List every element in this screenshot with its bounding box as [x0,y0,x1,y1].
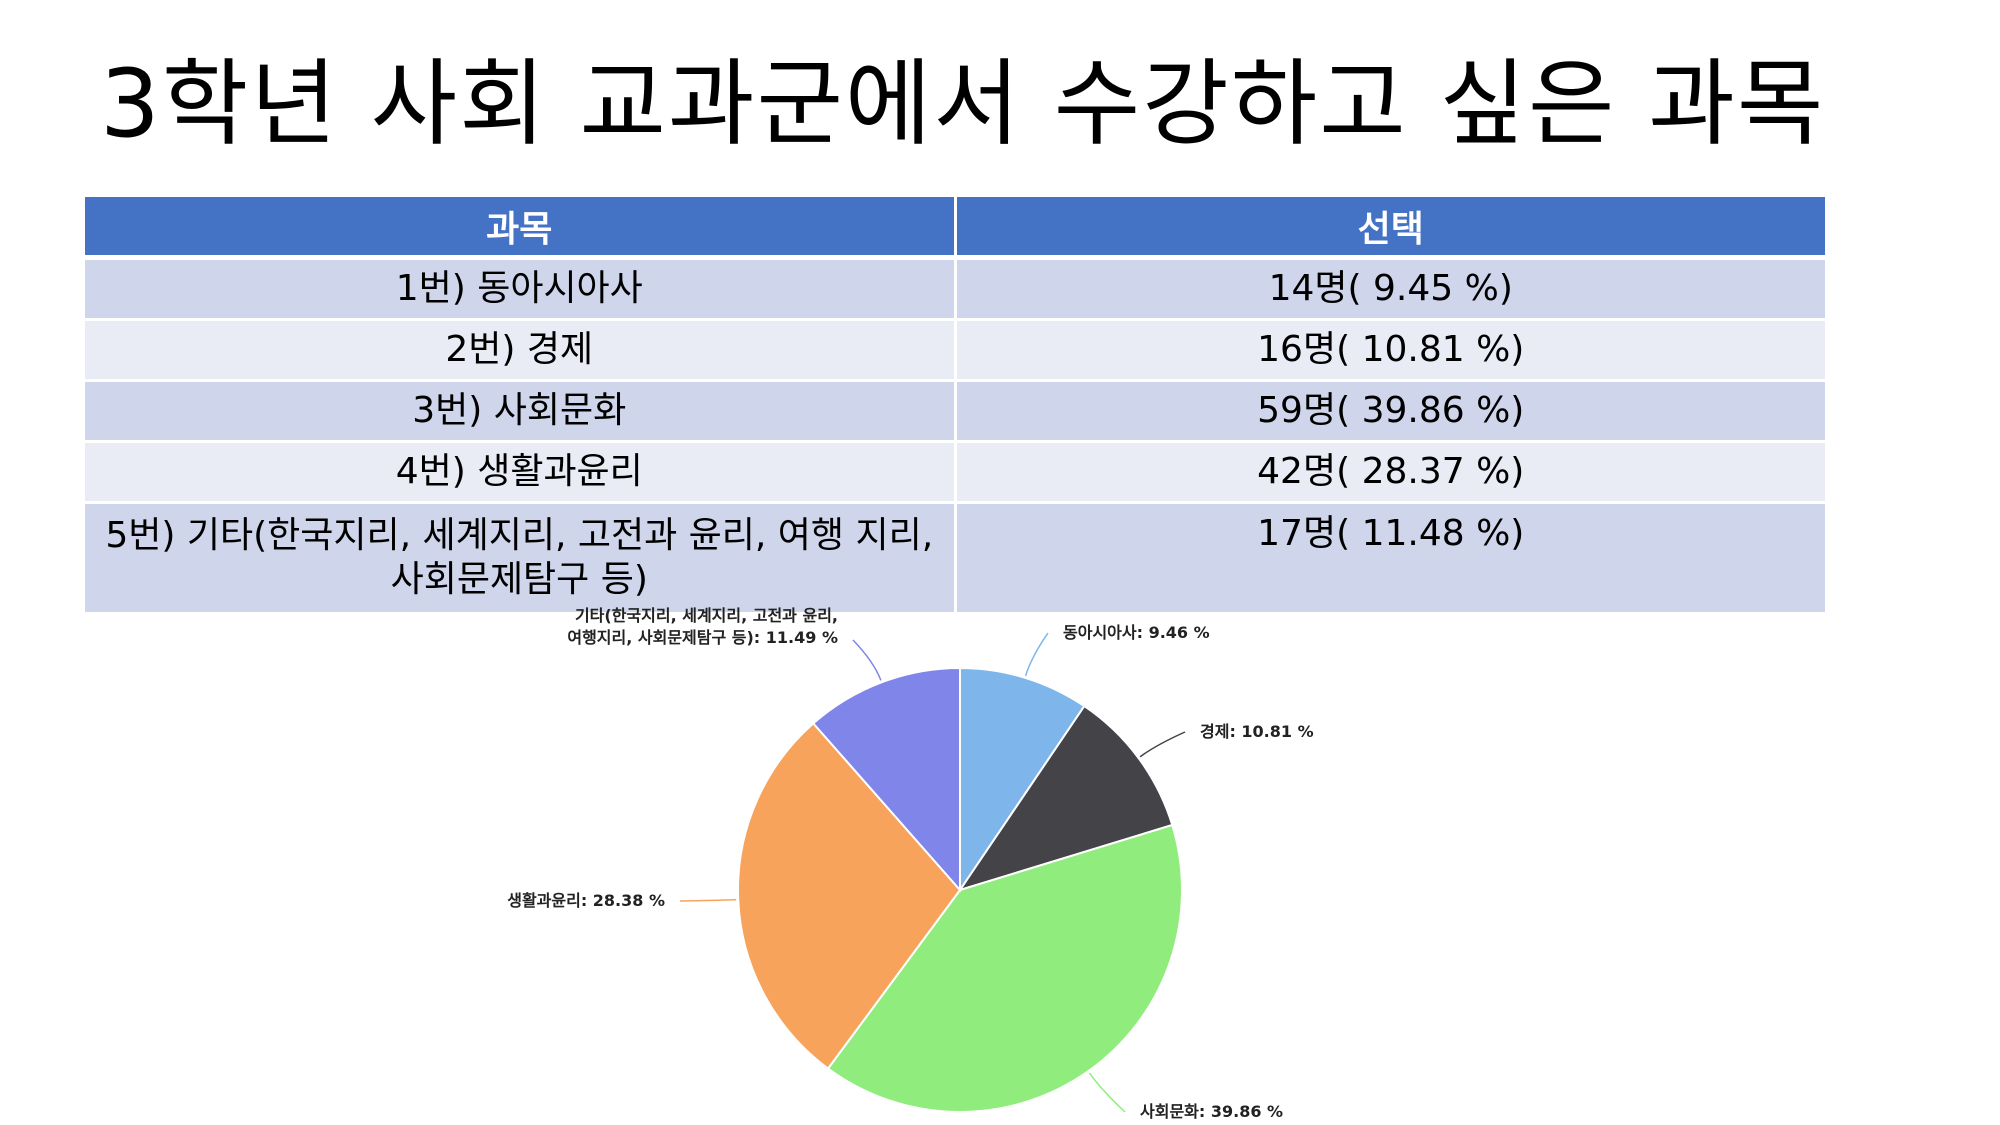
pie-slice [811,666,961,893]
header-choice: 선택 [955,197,1825,260]
pie-data-label: 사회문화: 39.86 % [1140,1102,1283,1121]
table-row: 1번) 동아시아사 14명( 9.45 %) [85,257,1825,321]
pie-slice [737,721,962,1070]
pie-connector-line [679,898,737,902]
choice-cell: 42명( 28.37 %) [955,441,1825,504]
table-row: 2번) 경제 16명( 10.81 %) [85,319,1825,382]
choice-cell: 16명( 10.81 %) [955,319,1825,382]
header-subject: 과목 [85,197,957,260]
table-row: 3번) 사회문화 59명( 39.86 %) [85,380,1825,443]
table-row: 5번) 기타(한국지리, 세계지리, 고전과 윤리, 여행 지리, 사회문제탐구… [85,502,1825,615]
subject-cell: 3번) 사회문화 [85,380,957,443]
subject-cell: 5번) 기타(한국지리, 세계지리, 고전과 윤리, 여행 지리, 사회문제탐구… [85,502,957,615]
pie-data-label: 경제: 10.81 % [1200,722,1314,741]
subject-cell: 2번) 경제 [85,319,957,382]
pie-connector-line [852,639,882,681]
pie-data-label: 생활과윤리: 28.38 % [507,891,665,910]
slide-title: 3학년 사회 교과군에서 수강하고 싶은 과목 [100,50,1826,159]
table-row: 4번) 생활과윤리 42명( 28.37 %) [85,441,1825,504]
choice-cell: 59명( 39.86 %) [955,380,1825,443]
pie-connector-line [1088,1072,1126,1113]
data-table: 과목 선택 1번) 동아시아사 14명( 9.45 %) 2번) 경제 16명(… [85,197,1825,615]
table-header-row: 과목 선택 [85,197,1825,260]
choice-cell: 17명( 11.48 %) [955,502,1825,615]
subject-cell: 4번) 생활과윤리 [85,441,957,504]
pie-slice [959,666,1086,894]
subject-cell: 1번) 동아시아사 [85,257,957,321]
pie-slice [957,704,1174,892]
pie-connector-line [1139,731,1186,758]
pie-connector-line [1024,632,1049,677]
choice-cell: 14명( 9.45 %) [955,257,1825,321]
pie-data-label: 기타(한국지리, 세계지리, 고전과 윤리, 여행지리, 사회문제탐구 등): 1… [567,606,838,647]
pie-data-label: 동아시아사: 9.46 % [1063,623,1210,642]
pie-slice [826,823,1183,1113]
